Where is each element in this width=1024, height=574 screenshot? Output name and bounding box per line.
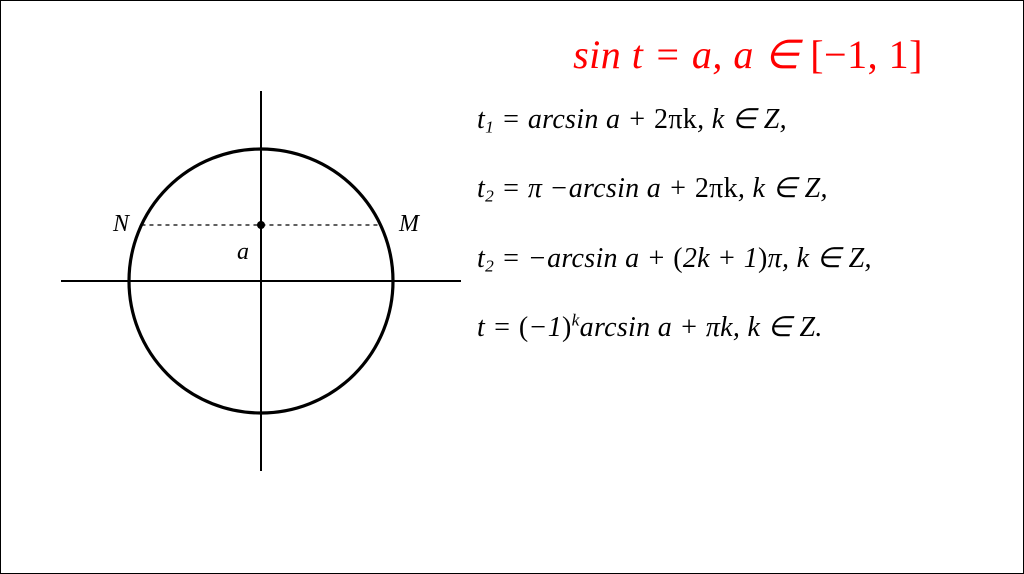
g-plus: + [672,312,706,343]
t2b-arcsin: arcsin [547,243,618,274]
g-in: ∈ [760,312,799,343]
t1-sub: 1 [485,117,494,136]
t2b-eq: = [494,243,528,274]
t2b-pc: ) [758,243,768,274]
t2a-Z: Z [805,173,821,204]
t1-plus: + [620,104,654,135]
svg-text:a: a [237,239,249,265]
equation-t2a: t2 = π −arcsin a + 2πk, k ∈ Z, [477,171,1024,206]
t1-2pik: 2πk [654,104,697,135]
g-supk: k [572,311,580,330]
t1-k: k [712,104,725,135]
t1-end: , [780,104,787,135]
g-a: a [650,312,672,343]
formula-panel: sin t = a, a ∈ [−1, 1] t1 = arcsin a + 2… [471,1,1024,574]
g-arcsin: arcsin [580,312,651,343]
t2a-sub: 2 [485,187,494,206]
title-sin: sin [573,32,621,77]
t2a-a: a [639,173,661,204]
g-pik: πk [706,312,733,343]
title-a: a [692,32,713,77]
t2b-a: a [618,243,640,274]
t2b-plus: + [639,243,673,274]
t2b-neg: − [528,243,547,274]
t2a-pi: π [528,173,542,204]
svg-text:M: M [398,211,421,237]
t2b-Z: Z [849,243,865,274]
t2b-comma: , [782,243,797,274]
t1-a: a [599,104,621,135]
t2a-minus: − [542,173,569,204]
title-comma: , [712,32,733,77]
t2a-k: k [753,173,766,204]
t1-t: t [477,104,485,135]
equation-general: t = (−1)karcsin a + πk, k ∈ Z. [477,310,1024,344]
equation-t1: t1 = arcsin a + 2πk, k ∈ Z, [477,102,1024,137]
g-comma: , [733,312,748,343]
t1-Z: Z [764,104,780,135]
t1-eq: = [494,104,528,135]
title-in: ∈ [754,32,810,77]
t2b-t: t [477,243,485,274]
t2b-pi: π [768,243,782,274]
g-t: t [477,312,485,343]
t2a-arcsin: arcsin [569,173,640,204]
title-eq-sign: = [643,32,692,77]
t2b-2k1: 2k + 1 [683,243,758,274]
unit-circle-diagram: N Ma [1,1,471,574]
svg-text:N: N [112,211,131,237]
t1-comma: , [697,104,712,135]
equation-t2b: t2 = −arcsin a + (2k + 1)π, k ∈ Z, [477,241,1024,276]
t2a-comma: , [738,173,753,204]
t2a-eq: = [494,173,528,204]
t2a-plus: + [661,173,695,204]
t2a-2pik: 2πk [695,173,738,204]
diagram-panel: N Ma [1,1,471,574]
t2a-t: t [477,173,485,204]
t2b-end: , [864,243,871,274]
t2b-k: k [797,243,810,274]
t2a-end: , [820,173,827,204]
t1-in: ∈ [724,104,763,135]
page-root: NMa sin t = a, a ∈ [−1, 1] t1 = arcsin a… [0,0,1024,574]
t2b-po: ( [673,243,683,274]
t2a-in: ∈ [765,173,804,204]
g-po: ( [519,312,529,343]
g-pc: ) [562,312,572,343]
g-eq: = [485,312,519,343]
g-end: . [815,312,822,343]
t2b-in: ∈ [809,243,848,274]
g-m1: −1 [529,312,563,343]
title-equation: sin t = a, a ∈ [−1, 1] [471,31,1024,78]
title-t: t [621,32,643,77]
g-k: k [748,312,761,343]
t2b-sub: 2 [485,256,494,275]
t1-arcsin: arcsin [528,104,599,135]
title-range: [−1, 1] [810,32,923,77]
title-a2: a [733,32,754,77]
g-Z: Z [800,312,816,343]
